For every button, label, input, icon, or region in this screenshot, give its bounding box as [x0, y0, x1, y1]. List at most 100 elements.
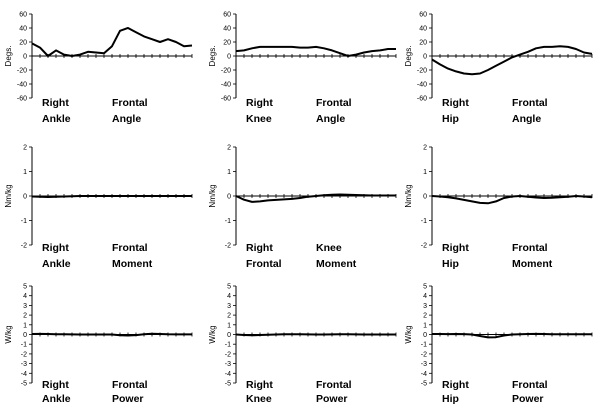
y-tick-label: -2 [21, 351, 27, 358]
y-tick-label: 20 [19, 40, 27, 47]
data-series-line [431, 195, 593, 205]
data-series-line [31, 332, 192, 337]
chart-panel-5: 2 1 0 -1 -2 Nm/kg Right Knee Frontal Moment [208, 145, 397, 270]
caption-word: Right [42, 379, 69, 391]
y-tick-label: 0 [23, 332, 27, 339]
caption-word: Right [442, 379, 469, 391]
caption-word: Right [442, 97, 469, 109]
y-tick-label: 4 [23, 293, 27, 300]
caption-word: Ankle [42, 258, 71, 270]
y-tick-label: 2 [23, 145, 27, 152]
y-tick-label: -2 [225, 243, 231, 250]
y-tick-label: 1 [227, 169, 231, 176]
y-tick-label: -2 [421, 243, 427, 250]
y-tick-label: -40 [417, 82, 427, 89]
y-tick-label: -3 [21, 361, 27, 368]
y-tick-label: 0 [423, 194, 427, 201]
data-series-line [235, 193, 396, 203]
y-tick-label: 0 [423, 54, 427, 61]
y-tick-label: 60 [419, 12, 427, 19]
data-series-line [31, 27, 193, 57]
chart-panel-1: 60 40 20 0 -20 -40 -60 Degs. Right Frontal Ankle An… [4, 12, 193, 125]
y-axis-label: Nm/kg [4, 184, 13, 207]
caption-word: Frontal [512, 97, 548, 109]
y-tick-label: -40 [17, 82, 27, 89]
y-tick-label: -60 [221, 96, 231, 103]
chart-panel-6: 2 1 0 -1 -2 Nm/kg Right Frontal Hip Moment [404, 145, 593, 270]
caption-word: Right [42, 97, 69, 109]
y-tick-label: -2 [21, 243, 27, 250]
caption-word: Moment [112, 258, 153, 270]
y-tick-label: 1 [423, 169, 427, 176]
caption-word: Frontal [112, 97, 148, 109]
y-tick-label: 5 [23, 284, 27, 291]
y-tick-label: -3 [421, 361, 427, 368]
caption-word: Frontal [316, 97, 352, 109]
caption-word: Frontal [112, 379, 148, 391]
y-tick-label: -4 [225, 371, 231, 378]
y-tick-label: 40 [19, 26, 27, 33]
y-tick-label: 1 [23, 169, 27, 176]
caption-word: Hip [442, 113, 459, 125]
caption-word: Angle [112, 113, 141, 125]
y-tick-label: 3 [423, 303, 427, 310]
y-tick-label: 1 [23, 322, 27, 329]
chart-panel-2: 60 40 20 0 -20 -40 -60 Degs. Right Frontal Knee Ang… [208, 12, 397, 125]
chart-panel-4: 2 1 0 -1 -2 Nm/kg Right Frontal Ankle Moment [4, 145, 193, 270]
caption-word: Knee [246, 393, 272, 405]
caption-word: Right [42, 242, 69, 254]
y-tick-label: 60 [19, 12, 27, 19]
y-tick-label: -40 [221, 82, 231, 89]
caption-word: Hip [442, 258, 459, 270]
chart-panel-7: 5 4 3 2 1 0 -1 -2 -3 -4 -5 W/kg Right Frontal Ankle Pow… [4, 284, 193, 405]
y-tick-label: -2 [225, 351, 231, 358]
caption-word: Right [246, 242, 273, 254]
y-axis-label: Nm/kg [208, 184, 217, 207]
caption-word: Knee [316, 242, 342, 254]
y-axis-label: Degs. [404, 46, 413, 67]
y-tick-label: 0 [227, 54, 231, 61]
y-tick-label: 3 [23, 303, 27, 310]
chart-panel-3: 60 40 20 0 -20 -40 -60 Degs. Right Frontal Hip Angl… [404, 12, 593, 125]
y-tick-label: 20 [419, 40, 427, 47]
y-tick-label: -4 [421, 371, 427, 378]
y-tick-label: 0 [423, 332, 427, 339]
caption-word: Power [316, 393, 348, 405]
y-axis-label: Degs. [4, 46, 13, 67]
y-tick-label: 3 [227, 303, 231, 310]
y-tick-label: -5 [421, 381, 427, 388]
caption-word: Angle [316, 113, 345, 125]
caption-word: Frontal [512, 379, 548, 391]
caption-word: Ankle [42, 393, 71, 405]
caption-word: Frontal [512, 242, 548, 254]
y-tick-label: 40 [419, 26, 427, 33]
y-tick-label: 5 [227, 284, 231, 291]
y-tick-label: -1 [421, 342, 427, 349]
y-tick-label: -20 [417, 68, 427, 75]
y-tick-label: 2 [227, 145, 231, 152]
caption-word: Right [246, 97, 273, 109]
y-tick-label: -60 [17, 96, 27, 103]
y-tick-label: -1 [225, 342, 231, 349]
caption-word: Frontal [112, 242, 148, 254]
y-tick-label: 0 [23, 194, 27, 201]
data-series-line [31, 195, 192, 198]
caption-word: Frontal [316, 379, 352, 391]
caption-word: Hip [442, 393, 459, 405]
caption-word: Right [246, 379, 273, 391]
y-tick-label: 1 [423, 322, 427, 329]
data-series-line [431, 45, 593, 76]
y-tick-label: 4 [423, 293, 427, 300]
y-tick-label: -1 [225, 218, 231, 225]
y-tick-label: -2 [421, 351, 427, 358]
caption-word: Frontal [246, 258, 282, 270]
caption-word: Angle [512, 113, 541, 125]
y-tick-label: 40 [223, 26, 231, 33]
y-tick-label: -5 [225, 381, 231, 388]
y-tick-label: 1 [227, 322, 231, 329]
caption-word: Moment [316, 258, 357, 270]
y-tick-label: -1 [421, 218, 427, 225]
y-axis-label: Degs. [208, 46, 217, 67]
y-tick-label: 4 [227, 293, 231, 300]
y-tick-label: 2 [227, 313, 231, 320]
